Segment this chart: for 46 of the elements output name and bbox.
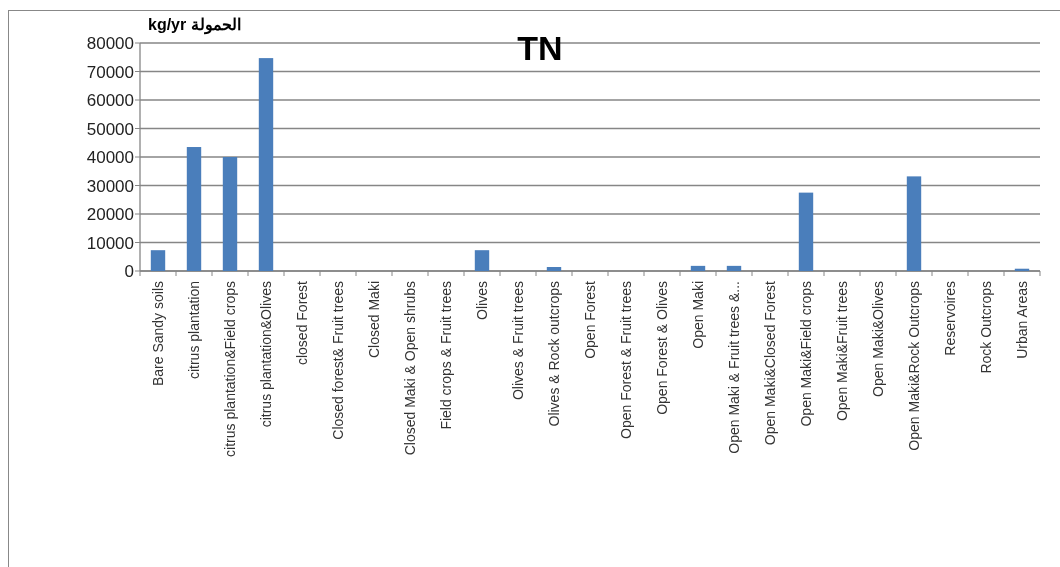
x-tick-label: Reservoires	[942, 281, 958, 356]
y-axis-title: kg/yr الحمولة	[148, 16, 241, 35]
bar	[798, 192, 814, 271]
y-tick-label: 20000	[86, 205, 134, 224]
bar	[222, 157, 238, 271]
x-tick-label: Open Maki & Fruit trees &...	[726, 281, 742, 454]
y-tick-label: 50000	[86, 119, 134, 139]
bar	[906, 176, 922, 271]
x-tick-label: Urban Areas	[1014, 281, 1030, 359]
bar	[690, 265, 706, 271]
x-tick-label: Olives & Rock outcrops	[546, 281, 562, 427]
x-tick-label: Open Maki&Fruit trees	[834, 281, 850, 422]
x-tick-label: Open Maki&Closed Forest	[762, 280, 778, 446]
y-tick-label: 80000	[86, 34, 134, 53]
bar	[474, 250, 490, 271]
x-tick-label: Open Forest & Olives	[654, 281, 670, 415]
x-tick-label: Olives	[474, 281, 490, 320]
bar	[258, 58, 274, 271]
x-tick-label: Field crops & Fruit trees	[438, 281, 454, 430]
chart-title: TN	[517, 29, 563, 67]
x-tick-label: Bare Sandy soils	[150, 281, 166, 387]
x-tick-label: citrus plantation	[186, 281, 202, 380]
y-tick-label: 40000	[86, 148, 134, 167]
x-tick-label: Open Forest	[582, 280, 598, 359]
x-tick-label: Open Maki&Olives	[870, 281, 886, 397]
x-tick-label: citrus plantation&Field crops	[222, 281, 238, 457]
x-tick-label: Closed Maki & Open shrubs	[402, 281, 418, 456]
y-tick-label: 30000	[86, 176, 134, 196]
bar	[726, 265, 742, 271]
x-tick-label: Closed forest& Fruit trees	[330, 281, 346, 440]
x-tick-label: citrus plantation&Olives	[258, 281, 274, 428]
x-tick-label: closed Forest	[294, 280, 310, 366]
y-tick-label: 0	[124, 262, 134, 281]
x-tick-label: Open Maki&Rock Outcrops	[906, 281, 922, 451]
x-tick-label: Olives & Fruit trees	[510, 281, 526, 401]
x-tick-label: Open Maki&Field crops	[798, 281, 814, 427]
bar	[150, 250, 166, 271]
x-tick-label: Rock Outcrops	[978, 281, 994, 374]
x-tick-label: Open Maki	[690, 281, 706, 349]
y-tick-label: 60000	[86, 91, 134, 110]
bar	[186, 147, 202, 271]
x-tick-label: Open Forest & Fruit trees	[618, 281, 634, 439]
bar	[546, 267, 562, 271]
y-tick-label: 70000	[86, 62, 134, 82]
y-tick-label: 10000	[86, 233, 134, 253]
x-tick-label: Closed Maki	[366, 281, 382, 359]
